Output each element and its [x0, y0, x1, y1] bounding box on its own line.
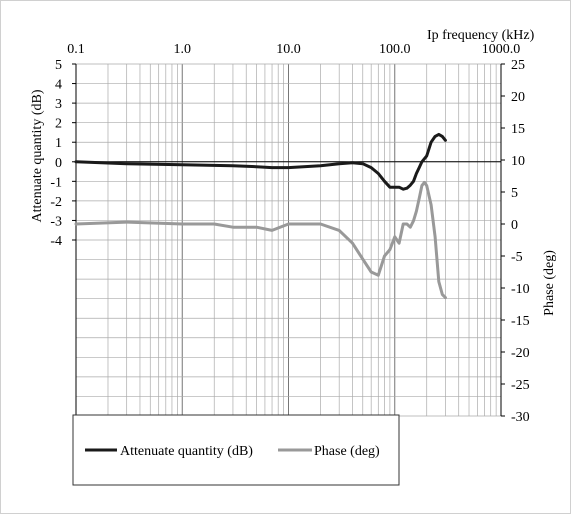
y-right-tick-label: -10	[511, 282, 530, 297]
legend: Attenuate quantity (dB) Phase (deg)	[72, 414, 400, 486]
x-tick-label: 1.0	[174, 42, 192, 57]
legend-box	[72, 414, 400, 486]
y-right-tick-label: 0	[511, 218, 518, 233]
series-line-phase	[74, 180, 447, 300]
y-right-tick-label: -30	[511, 410, 530, 425]
x-tick-label: 0.1	[67, 42, 85, 57]
y-left-tick-label: -2	[50, 195, 62, 210]
y-right-tick-label: -5	[511, 250, 523, 265]
y-left-tick-label: 3	[55, 97, 62, 112]
legend-label-attenuate: Attenuate quantity (dB)	[120, 444, 253, 459]
y-left-tick-label: 2	[55, 117, 62, 132]
y-left-tick-label: 0	[55, 156, 62, 171]
legend-label-phase: Phase (deg)	[314, 444, 380, 459]
y-right-tick-label: 15	[511, 122, 525, 137]
y-left-axis-title: Attenuate quantity (dB)	[30, 89, 45, 222]
series-layer	[74, 132, 447, 300]
y-right-tick-label: 5	[511, 186, 518, 201]
x-tick-label: 1000.0	[482, 42, 521, 57]
x-tick-label: 100.0	[379, 42, 411, 57]
y-left-tick-label: 1	[55, 136, 62, 151]
y-right-tick-label: 25	[511, 58, 525, 73]
y-right-tick-label: -25	[511, 378, 530, 393]
axis-layer	[72, 63, 505, 417]
y-right-tick-label: 20	[511, 90, 525, 105]
y-left-tick-label: 4	[55, 78, 62, 93]
y-left-tick-label: -3	[50, 214, 62, 229]
y-left-tick-label: -1	[50, 175, 62, 190]
series-line-attenuate	[74, 132, 447, 191]
x-axis-title: Ip frequency (kHz)	[427, 28, 535, 43]
y-left-tick-label: -4	[50, 234, 62, 249]
y-right-tick-label: 10	[511, 154, 525, 169]
y-right-axis-title: Phase (deg)	[542, 250, 557, 316]
x-tick-label: 10.0	[276, 42, 301, 57]
y-left-tick-label: 5	[55, 58, 62, 73]
tick-layer: 0.1 1.0 10.0 100.0 1000.0543210-1-2-3-425201…	[50, 42, 529, 425]
y-right-tick-label: -15	[511, 314, 530, 329]
y-right-tick-label: -20	[511, 346, 530, 361]
grid-layer	[75, 63, 502, 417]
